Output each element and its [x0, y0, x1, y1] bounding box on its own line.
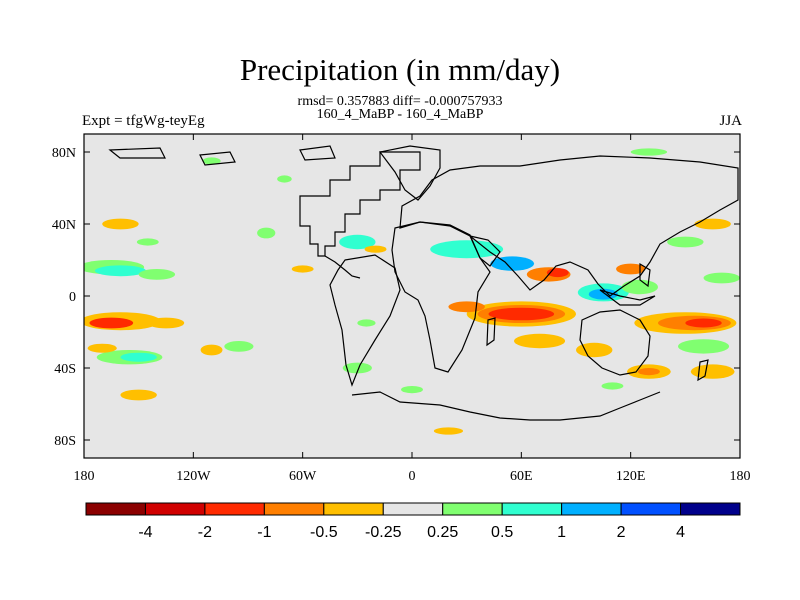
- colorbar-swatch: [561, 502, 622, 516]
- anomaly-patch: [120, 389, 157, 401]
- anomaly-patch: [224, 341, 254, 352]
- coastline-africa: [391, 221, 491, 373]
- x-tick-label: 180: [730, 469, 751, 484]
- y-tick-label: 40S: [54, 362, 76, 377]
- colorbar-label: 2: [617, 524, 626, 541]
- y-tick-label: 40N: [52, 218, 76, 233]
- coastline-madagascar: [486, 317, 496, 347]
- colorbar-swatch: [204, 502, 265, 516]
- colorbar-swatch: [620, 502, 682, 516]
- anomaly-patch: [488, 307, 555, 321]
- anomaly-patch: [690, 364, 735, 379]
- anomaly-patch: [136, 238, 159, 246]
- anomaly-patch: [277, 175, 292, 183]
- anomaly-patch: [94, 265, 146, 277]
- coastline-arctic-islands: [108, 145, 336, 166]
- coastline-arabia: [468, 235, 501, 267]
- x-tick-label: 120W: [176, 469, 211, 484]
- colorbar-label: -1: [257, 524, 271, 541]
- precipitation-anomaly-layer: [84, 148, 740, 435]
- coastline-eurasia: [399, 155, 739, 297]
- anomaly-patch: [621, 279, 658, 295]
- anomaly-patch: [514, 333, 566, 349]
- y-tick-label: 80N: [52, 146, 76, 161]
- anomaly-patch: [147, 317, 185, 329]
- colorbar-label: 0.5: [491, 524, 513, 541]
- case-subtitle: 160_4_MaBP - 160_4_MaBP: [316, 107, 484, 122]
- anomaly-patch: [202, 157, 221, 165]
- axis-ticks: 180 120W 60W 0 60E 120E 180 80N 40N 0 40S 80S: [52, 134, 751, 484]
- coastline-north-america: [299, 151, 421, 257]
- colorbar-swatch: [442, 502, 503, 516]
- y-tick-label: 80S: [54, 434, 76, 449]
- anomaly-patch: [291, 265, 314, 273]
- coastline-antarctica: [351, 391, 661, 421]
- anomaly-patch: [637, 368, 660, 376]
- anomaly-patch: [138, 269, 176, 280]
- anomaly-patch: [339, 234, 376, 250]
- colorbar-swatch: [85, 502, 146, 516]
- anomaly-patch: [401, 386, 423, 394]
- anomaly-patch: [102, 218, 139, 230]
- coastline-australia: [579, 309, 651, 376]
- anomaly-patch: [89, 317, 134, 329]
- anomaly-patch: [433, 427, 464, 435]
- anomaly-patch: [430, 240, 504, 259]
- coastline-new-zealand: [697, 359, 709, 382]
- stats-line: rmsd= 0.357883 diff= -0.000757933: [297, 94, 503, 109]
- colorbar-label: 4: [676, 524, 685, 541]
- anomaly-patch: [678, 339, 730, 354]
- colorbar-swatch: [323, 502, 384, 516]
- anomaly-patch: [694, 218, 731, 230]
- colorbar-swatch: [144, 502, 206, 516]
- colorbar-swatch: [501, 502, 563, 516]
- y-tick-label: 0: [69, 290, 76, 305]
- anomaly-patch: [357, 319, 376, 327]
- anomaly-patch: [685, 318, 722, 328]
- colorbar-label: -0.25: [365, 524, 402, 541]
- plot-title: Precipitation (in mm/day): [239, 52, 561, 87]
- anomaly-patch: [490, 256, 535, 271]
- anomaly-patch: [616, 263, 646, 275]
- anomaly-patch: [703, 272, 740, 284]
- colorbar: -4 -2 -1 -0.5 -0.25 0.25 0.5 1 2 4: [85, 502, 741, 541]
- colorbar-swatch: [680, 502, 741, 516]
- coastline-south-america: [329, 254, 401, 387]
- season-label: JJA: [719, 113, 742, 129]
- colorbar-swatch: [263, 502, 325, 516]
- x-tick-label: 60W: [289, 469, 317, 484]
- anomaly-patch: [630, 148, 668, 156]
- colorbar-swatch: [382, 502, 444, 516]
- coastline-central-america: [324, 255, 361, 279]
- anomaly-patch: [588, 288, 618, 300]
- colorbar-label: 1: [557, 524, 566, 541]
- anomaly-patch: [200, 344, 223, 356]
- anomaly-patch: [448, 301, 485, 313]
- anomaly-patch: [601, 382, 624, 390]
- anomaly-patch: [576, 342, 613, 358]
- x-tick-label: 180: [74, 469, 95, 484]
- coastline-indochina-islands: [599, 262, 656, 306]
- colorbar-label: -2: [198, 524, 212, 541]
- anomaly-patch: [342, 362, 372, 374]
- colorbar-label: -0.5: [310, 524, 338, 541]
- anomaly-patch: [120, 352, 157, 362]
- anomaly-patch: [667, 236, 704, 248]
- x-tick-label: 60E: [510, 469, 533, 484]
- anomaly-patch: [364, 245, 387, 253]
- colorbar-label: 0.25: [427, 524, 458, 541]
- coastline-layer: [108, 145, 739, 421]
- anomaly-patch: [257, 227, 276, 239]
- colorbar-label: -4: [138, 524, 152, 541]
- experiment-label: Expt = tfgWg-teyEg: [82, 113, 205, 129]
- x-tick-label: 120E: [616, 469, 646, 484]
- anomaly-patch: [87, 343, 117, 353]
- coastline-greenland: [378, 145, 441, 201]
- x-tick-label: 0: [409, 469, 416, 484]
